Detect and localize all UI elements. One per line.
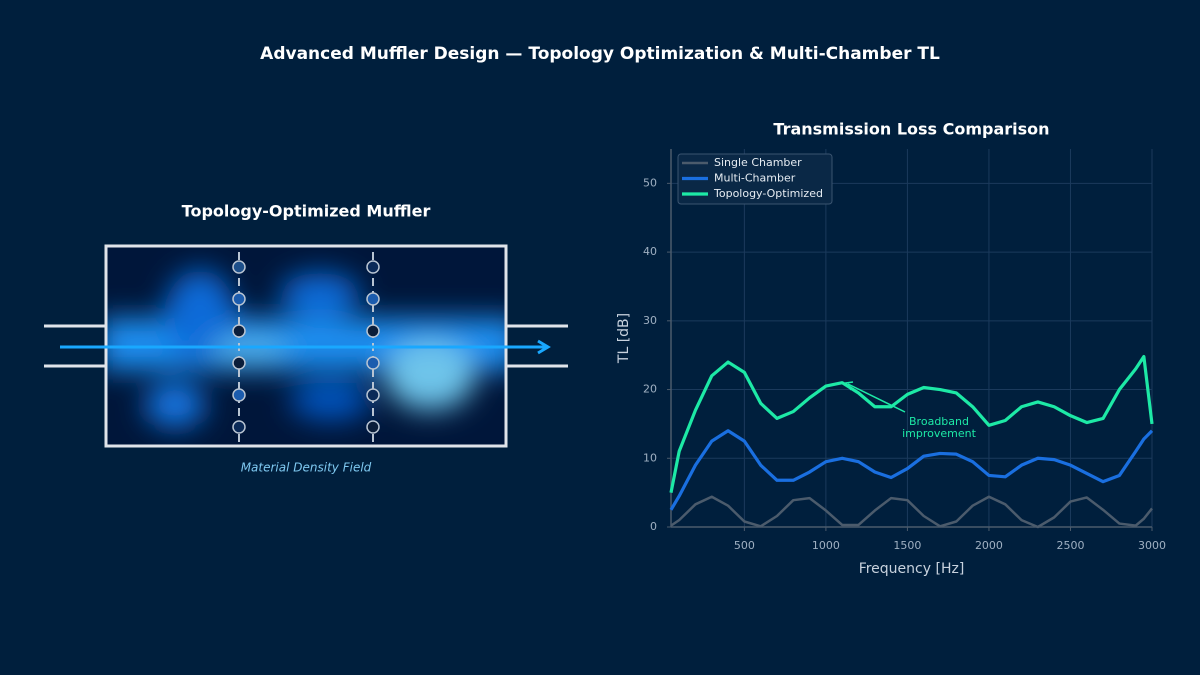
x-axis-label: Frequency [Hz]: [859, 561, 965, 577]
x-tick-label: 500: [734, 539, 755, 552]
x-tick-label: 1000: [812, 539, 840, 552]
series-line: [669, 429, 1154, 511]
chart-title: Transmission Loss Comparison: [773, 120, 1049, 139]
annotation: Broadband: [909, 415, 969, 428]
x-tick-label: 2000: [975, 539, 1003, 552]
series-line: [669, 354, 1154, 493]
series-line: [670, 495, 1153, 529]
y-tick-label: 40: [643, 245, 657, 258]
annotation-arrow-head: [844, 381, 854, 391]
x-tick-label: 2500: [1056, 539, 1084, 552]
y-tick-label: 0: [650, 520, 657, 533]
y-tick-label: 50: [643, 176, 657, 189]
y-tick-label: 30: [643, 314, 657, 327]
legend-label: Topology-Optimized: [713, 187, 823, 200]
legend-box: [677, 153, 833, 205]
annotation: improvement: [902, 427, 976, 440]
legend-label: Multi-Chamber: [714, 172, 796, 185]
x-tick-label: 3000: [1138, 539, 1166, 552]
diagram-title: Topology-Optimized Muffler: [182, 202, 431, 221]
annotation-arrow: [847, 383, 906, 413]
x-tick-label: 1500: [893, 539, 921, 552]
flow-arrow: [60, 339, 551, 355]
figure-title: Advanced Muffler Design — Topology Optim…: [260, 44, 940, 64]
y-tick-label: 10: [643, 451, 657, 464]
y-tick-label: 20: [643, 383, 657, 396]
legend-label: Single Chamber: [714, 156, 802, 169]
diagram-caption: Material Density Field: [241, 461, 372, 475]
y-axis-label: TL [dB]: [616, 313, 632, 364]
chart: Transmission Loss Comparison 0 10 20 30 40 50 5…: [616, 120, 1166, 578]
perforations: [232, 260, 380, 434]
